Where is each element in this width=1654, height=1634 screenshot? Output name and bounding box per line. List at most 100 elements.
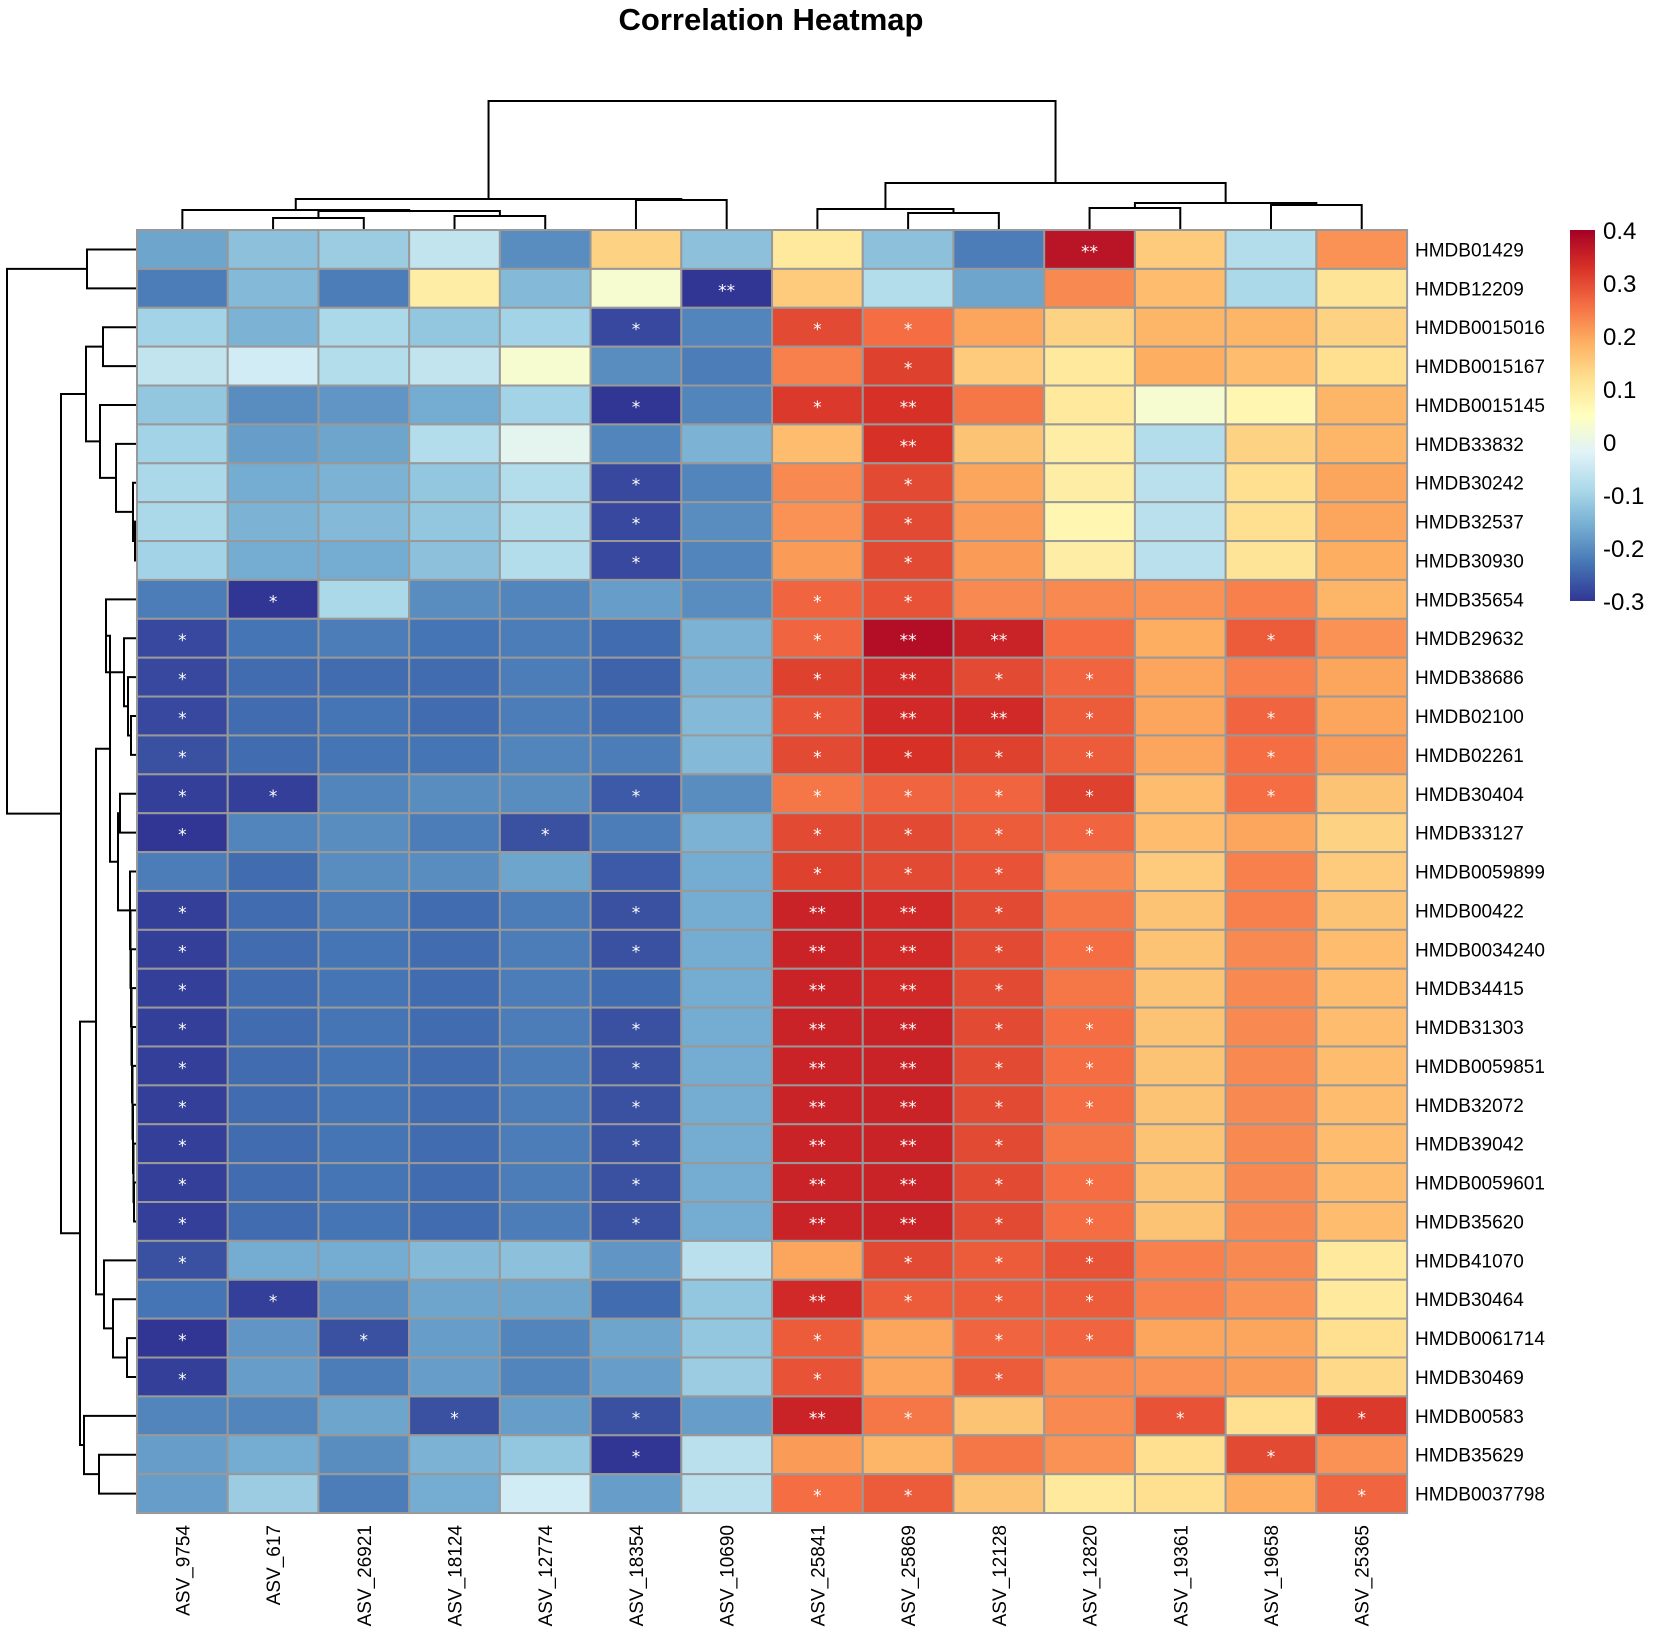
heatmap-cell	[771, 851, 864, 892]
heatmap-cell	[680, 1006, 774, 1048]
significance-label: *	[904, 826, 913, 846]
row-label: HMDB0061714	[1415, 1329, 1545, 1350]
significance-label: *	[632, 903, 641, 923]
heatmap-cell	[498, 773, 592, 815]
heatmap-cell	[226, 617, 320, 659]
significance-label: **	[900, 631, 917, 651]
column-label: ASV_25869	[899, 1525, 920, 1626]
heatmap-cell	[1315, 1045, 1409, 1087]
heatmap-cell	[226, 1278, 320, 1320]
heatmap-cell	[136, 306, 229, 348]
significance-label: *	[904, 359, 913, 379]
heatmap-cell	[1043, 695, 1136, 737]
colorbar-gradient	[1570, 230, 1595, 601]
heatmap-cell	[589, 1473, 683, 1515]
heatmap-cell	[136, 1239, 229, 1281]
heatmap-cell	[317, 656, 411, 698]
heatmap-cell	[498, 578, 592, 620]
heatmap-cell	[226, 656, 320, 698]
significance-label: *	[1357, 1487, 1366, 1507]
heatmap-cell	[1315, 578, 1409, 620]
heatmap-cell	[408, 501, 501, 543]
heatmap-cell	[1315, 1201, 1409, 1242]
heatmap-cell	[498, 734, 592, 776]
heatmap-cell	[589, 1434, 683, 1476]
heatmap-cell	[771, 928, 864, 970]
column-label: ASV_18124	[446, 1525, 467, 1627]
heatmap-cell	[861, 773, 955, 815]
heatmap-cell	[408, 928, 501, 970]
heatmap-cell	[589, 812, 683, 854]
heatmap-cell	[589, 1239, 683, 1281]
heatmap-cell	[408, 540, 501, 581]
heatmap-cell	[1133, 1278, 1227, 1320]
heatmap-cell	[1315, 1006, 1409, 1048]
significance-label: *	[1085, 1292, 1094, 1312]
heatmap-cell	[1133, 1006, 1227, 1048]
heatmap-cell	[1315, 1356, 1409, 1398]
heatmap-cell	[317, 1278, 411, 1320]
heatmap-cell	[136, 851, 229, 892]
heatmap-cell	[589, 306, 683, 348]
heatmap-cell	[861, 656, 955, 698]
row-label: HMDB0015167	[1415, 357, 1545, 378]
significance-label: **	[900, 1098, 917, 1118]
heatmap-cell	[226, 695, 320, 737]
heatmap-cell	[952, 734, 1046, 776]
heatmap-cell	[1043, 851, 1136, 892]
heatmap-cell	[1224, 501, 1318, 543]
heatmap-cell	[680, 656, 774, 698]
heatmap-cell	[1043, 384, 1136, 426]
heatmap-cell	[1224, 423, 1318, 465]
heatmap-cell	[1224, 578, 1318, 620]
heatmap-cell	[498, 462, 592, 504]
heatmap-cell	[1133, 306, 1227, 348]
heatmap-cell	[498, 695, 592, 737]
significance-label: *	[904, 1253, 913, 1273]
heatmap-cell	[1043, 1434, 1136, 1476]
heatmap-cell	[952, 423, 1046, 465]
heatmap-cell	[1315, 889, 1409, 931]
row-label: HMDB0034240	[1415, 940, 1545, 961]
heatmap-cell	[952, 306, 1046, 348]
heatmap-cell	[589, 656, 683, 698]
heatmap-cell	[589, 501, 683, 543]
significance-label: *	[632, 320, 641, 340]
significance-label: *	[904, 592, 913, 612]
dendrogram-branch	[126, 1337, 137, 1378]
heatmap-cell	[1133, 384, 1227, 426]
row-label: HMDB0015016	[1415, 318, 1545, 339]
significance-label: *	[1085, 670, 1094, 690]
significance-label: *	[178, 1176, 187, 1196]
heatmap-cell	[498, 501, 592, 543]
heatmap-cell	[1315, 1317, 1409, 1359]
significance-label: *	[813, 748, 822, 768]
heatmap-cell	[226, 734, 320, 776]
significance-label: **	[718, 281, 735, 301]
heatmap-cell	[771, 1006, 864, 1048]
significance-label: *	[904, 515, 913, 535]
heatmap-cell	[317, 617, 411, 659]
heatmap-cell	[680, 1317, 774, 1359]
heatmap-cell	[136, 540, 229, 581]
significance-label: *	[178, 826, 187, 846]
heatmap-cell	[680, 1473, 774, 1515]
heatmap-cell	[1224, 1473, 1318, 1515]
heatmap-cell	[408, 851, 501, 892]
significance-label: *	[995, 1020, 1004, 1040]
column-label: ASV_10690	[718, 1525, 739, 1626]
significance-label: *	[904, 1487, 913, 1507]
significance-label: *	[813, 631, 822, 651]
dendrogram-branch	[98, 1453, 137, 1495]
significance-label: *	[1085, 748, 1094, 768]
significance-label: *	[995, 1253, 1004, 1273]
significance-label: *	[995, 670, 1004, 690]
significance-label: *	[269, 787, 278, 807]
heatmap-cell	[1043, 1239, 1136, 1281]
heatmap-cell	[1315, 229, 1409, 270]
heatmap-cell	[408, 1317, 501, 1359]
significance-label: **	[809, 1292, 826, 1312]
heatmap-cell	[680, 1201, 774, 1242]
significance-label: *	[1085, 826, 1094, 846]
significance-label: *	[178, 1020, 187, 1040]
